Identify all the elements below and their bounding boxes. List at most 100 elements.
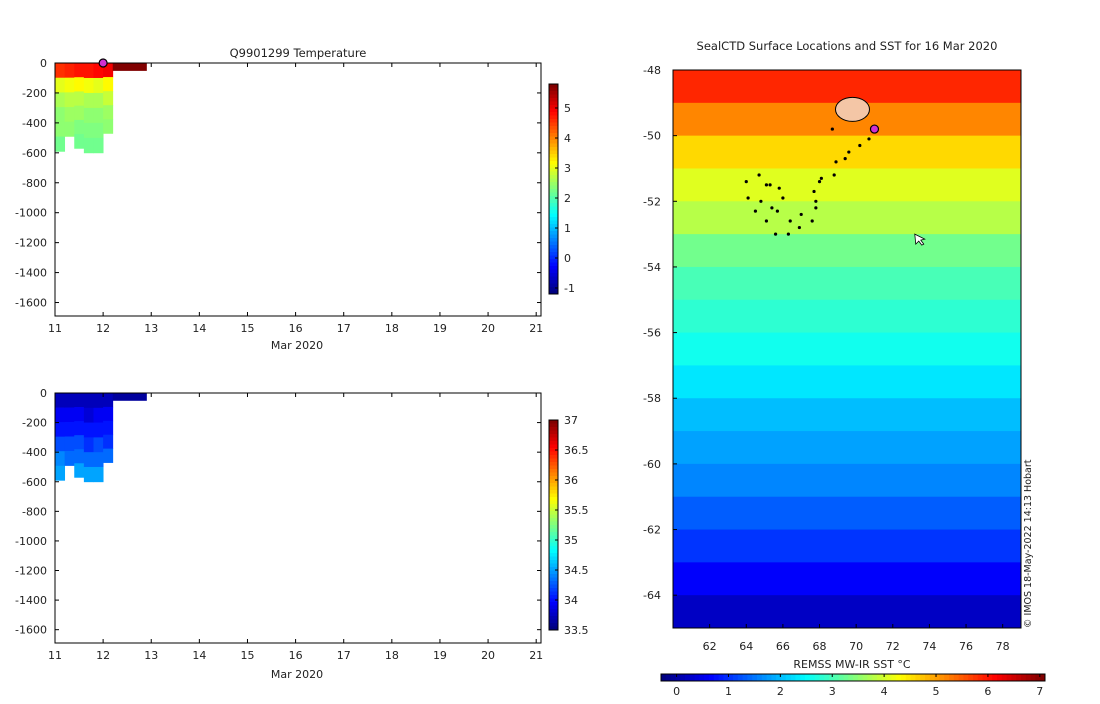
x-tick-label: 21 (529, 322, 543, 335)
profile-cell (55, 465, 66, 481)
profile-cell (64, 63, 75, 79)
x-tick-label: 16 (289, 322, 303, 335)
track-point (757, 173, 761, 177)
sst-band (673, 266, 1021, 301)
salinity-plot-frame (54, 392, 542, 644)
y-tick-label: -800 (22, 177, 47, 190)
temperature-x-label: Mar 2020 (271, 339, 323, 352)
profile-cell (103, 406, 114, 422)
colorbar-segment (549, 595, 558, 599)
colorbar-segment (549, 507, 558, 512)
x-tick-label: 19 (433, 649, 447, 662)
profile-cell (64, 450, 75, 466)
colorbar-segment (549, 500, 558, 505)
profile-cell (55, 451, 66, 467)
x-tick-label: 17 (337, 649, 351, 662)
y-tick-label: -1400 (15, 267, 47, 280)
sst-band (673, 332, 1021, 366)
x-tick-label: 11 (48, 649, 62, 662)
sst-band (673, 234, 1021, 268)
track-point (799, 212, 803, 217)
profile-cell (93, 92, 104, 109)
colorbar-segment (915, 674, 921, 681)
colorbar-segment (549, 203, 558, 207)
salinity-colorbar: 33.5 34 34.5 35 35.5 36 36.5 37 (548, 414, 589, 637)
colorbar-tick-label: 5 (564, 102, 571, 115)
colorbar-segment (549, 136, 558, 141)
lat-tick-label: -54 (643, 261, 661, 274)
track-point (830, 127, 834, 131)
profile-cell (112, 63, 147, 71)
colorbar-segment (867, 674, 873, 681)
colorbar-segment (549, 189, 558, 193)
colorbar-segment (853, 674, 859, 681)
colorbar-segment (549, 224, 558, 228)
colorbar-tick-label: 1 (725, 685, 732, 698)
colorbar-tick-label: 7 (1036, 685, 1043, 698)
colorbar-segment (549, 535, 558, 540)
colorbar-segment (733, 674, 739, 681)
colorbar-segment (549, 112, 558, 116)
colorbar-segment (549, 581, 558, 585)
colorbar-segment (934, 674, 940, 681)
y-tick-label: -1200 (15, 237, 47, 250)
colorbar-segment (709, 674, 715, 681)
colorbar-segment (549, 623, 558, 627)
lon-tick-label: 76 (959, 640, 973, 653)
track-point (867, 137, 871, 141)
colorbar-segment (1001, 674, 1008, 681)
colorbar-segment (549, 94, 558, 99)
profile-cell (74, 134, 85, 149)
salinity-x-ticks: 11 12 13 14 15 16 17 18 19 20 21 (48, 393, 543, 662)
map-frame (672, 69, 1022, 629)
profile-cell (103, 420, 114, 436)
colorbar-segment (881, 674, 888, 681)
track-point (847, 150, 851, 154)
profile-cell (55, 407, 66, 423)
colorbar-segment (973, 674, 979, 681)
sst-band (673, 168, 1021, 202)
profile-cell (93, 77, 104, 94)
track-point (764, 183, 769, 187)
lon-tick-label: 72 (886, 640, 900, 653)
colorbar-frame (548, 419, 559, 631)
colorbar-segment (549, 423, 558, 428)
colorbar-segment (833, 674, 840, 681)
profile-cell (74, 91, 85, 107)
colorbar-segment (549, 91, 558, 95)
profile-cell (64, 393, 75, 408)
colorbar-segment (968, 674, 974, 681)
colorbar-segment (704, 674, 710, 681)
lon-tick-label: 66 (776, 640, 790, 653)
colorbar-segment (848, 674, 854, 681)
colorbar-segment (549, 626, 558, 631)
temperature-plot-title: Q9901299 Temperature (230, 46, 367, 60)
lat-tick-label: -50 (643, 130, 661, 143)
profile-cell (55, 422, 66, 438)
profile-cell (64, 107, 75, 123)
latest-location-marker (869, 124, 880, 134)
colorbar-tick-label: 36 (564, 474, 578, 487)
sst-band (673, 463, 1021, 498)
track-point (753, 209, 758, 213)
track-point (788, 219, 792, 223)
colorbar-segment (549, 444, 558, 449)
colorbar-segment (771, 674, 777, 681)
profile-cell (74, 407, 85, 422)
colorbar-tick-label: 36.5 (564, 444, 589, 457)
colorbar-segment (805, 674, 811, 681)
profile-cell (74, 105, 85, 121)
colorbar-segment (549, 227, 558, 232)
x-tick-label: 20 (481, 322, 495, 335)
profile-cell (83, 393, 94, 409)
profile-cell (93, 437, 104, 453)
x-tick-label: 12 (96, 322, 110, 335)
colorbar-tick-label: 0 (673, 685, 680, 698)
y-tick-label: -1000 (15, 535, 47, 548)
lon-tick-label: 62 (703, 640, 717, 653)
colorbar-segment (549, 458, 558, 463)
temperature-x-ticks: 11 12 13 14 15 16 17 18 19 20 21 (48, 63, 543, 335)
colorbar-tick-label: 2 (777, 685, 784, 698)
colorbar-segment (549, 276, 558, 281)
colorbar-segment (549, 98, 558, 102)
